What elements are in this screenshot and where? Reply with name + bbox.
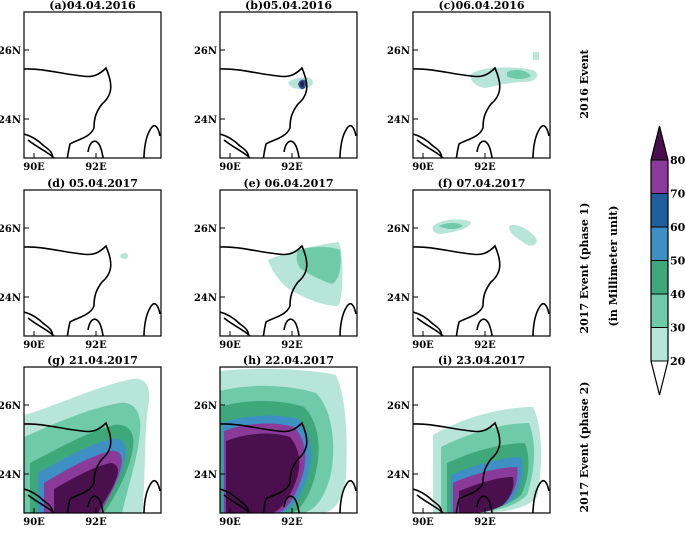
lat-tick-label: 26N: [387, 46, 410, 57]
panel-title-i: (i) 23.04.2017: [438, 354, 525, 367]
row-label-2017-phase-1: 2017 Event (phase 1): [578, 202, 591, 333]
lon-tick-label: 90E: [219, 162, 241, 173]
colorbar-segment: [651, 294, 668, 328]
rainfall-contour-level-1: [533, 52, 539, 60]
lon-tick-label: 92E: [85, 162, 107, 173]
lat-tick-label: 24N: [0, 470, 21, 481]
colorbar-segment: [651, 361, 668, 395]
map-panel-a: (a)04.04.2016 26N 24N 90E 92E: [0, 0, 162, 173]
colorbar-segment: [651, 260, 668, 294]
lat-tick-label: 24N: [194, 470, 217, 481]
lon-tick-label: 90E: [219, 517, 241, 528]
rainfall-contour-level-7: [300, 81, 304, 88]
lat-tick-label: 24N: [387, 115, 410, 126]
lat-tick-label: 26N: [387, 224, 410, 235]
map-panel-b: (b)05.04.2016 26N 24N 90E 92E: [194, 0, 358, 173]
colorbar-segment: [651, 227, 668, 261]
panel-title-g: (g) 21.04.2017: [47, 354, 138, 367]
map-panel-e: (e) 06.04.2017 26N 24N 90E 92E: [194, 177, 358, 351]
colorbar-segment: [651, 126, 668, 160]
panel-title-c: (c)06.04.2016: [439, 0, 525, 12]
lon-tick-label: 90E: [412, 162, 434, 173]
panel-frame: [23, 366, 162, 514]
lat-tick-label: 26N: [0, 224, 21, 235]
lat-tick-label: 24N: [387, 470, 410, 481]
lat-tick-label: 26N: [0, 401, 21, 412]
lat-tick-label: 26N: [387, 401, 410, 412]
map-panel-i: (i) 23.04.2017 26N 24N 90E 92E: [387, 354, 551, 528]
row-labels: 2016 Event 2017 Event (phase 1) 2017 Eve…: [578, 48, 620, 512]
lat-tick-label: 24N: [387, 293, 410, 304]
panel-frame: [219, 11, 358, 159]
map-panel-d: (d) 05.04.2017 26N 24N 90E 92E: [0, 177, 162, 351]
row-label-2017-phase-2: 2017 Event (phase 2): [578, 381, 591, 512]
colorbar-segment: [651, 160, 668, 194]
colorbar-tick-label: 20: [670, 355, 685, 368]
map-panel-g: (g) 21.04.2017 26N 24N 90E 92E: [0, 354, 162, 528]
panel-frame: [219, 189, 358, 337]
lon-tick-label: 90E: [412, 517, 434, 528]
colorbar-segment: [651, 327, 668, 361]
rainfall-contour-level-2: [507, 69, 531, 79]
row-label-2016-event: 2016 Event: [578, 48, 591, 118]
map-panel-c: (c)06.04.2016 26N 24N 90E 92E: [387, 0, 551, 173]
colorbar-tick-label: 40: [670, 288, 685, 301]
rainfall-contour-level-7: [226, 433, 300, 513]
lon-tick-label: 90E: [23, 340, 45, 351]
lon-tick-label: 90E: [219, 340, 241, 351]
colorbar-tick-label: 50: [670, 255, 685, 268]
panel-title-d: (d) 05.04.2017: [47, 177, 138, 190]
colorbar-unit-label: (in Millimeter unit): [607, 206, 620, 327]
colorbar-tick-label: 70: [670, 188, 685, 201]
rainfall-contour-level-7: [459, 477, 514, 513]
colorbar-tick-label: 60: [670, 221, 685, 234]
panel-frame: [219, 366, 358, 514]
lon-tick-label: 92E: [85, 340, 107, 351]
panel-title-h: (h) 22.04.2017: [243, 354, 334, 367]
panel-frame: [412, 11, 551, 159]
lat-tick-label: 24N: [0, 293, 21, 304]
lon-tick-label: 92E: [474, 340, 496, 351]
lat-tick-label: 26N: [0, 46, 21, 57]
map-panel-f: (f) 07.04.2017 26N 24N 90E 92E: [387, 177, 551, 351]
rainfall-contour-level-1: [509, 224, 537, 246]
lat-tick-label: 26N: [194, 46, 217, 57]
lon-tick-label: 92E: [85, 517, 107, 528]
lon-tick-label: 90E: [23, 162, 45, 173]
rainfall-contour-level-1: [120, 253, 128, 259]
lon-tick-label: 92E: [281, 340, 303, 351]
lon-tick-label: 92E: [281, 162, 303, 173]
lat-tick-label: 26N: [194, 401, 217, 412]
lon-tick-label: 90E: [412, 340, 434, 351]
panel-title-b: (b)05.04.2016: [245, 0, 332, 12]
rainfall-contour-level-2: [439, 223, 463, 229]
colorbar-tick-label: 80: [670, 154, 685, 167]
panel-frame: [23, 189, 162, 337]
lat-tick-label: 26N: [194, 224, 217, 235]
map-panel-h: (h) 22.04.2017 26N 24N 90E 92E: [194, 354, 358, 528]
panel-frame: [23, 11, 162, 159]
lat-tick-label: 24N: [0, 115, 21, 126]
colorbar-segment: [651, 193, 668, 227]
lat-tick-label: 24N: [194, 115, 217, 126]
panel-frame: [412, 189, 551, 337]
panel-frame: [412, 366, 551, 514]
lat-tick-label: 24N: [194, 293, 217, 304]
panel-title-f: (f) 07.04.2017: [438, 177, 526, 190]
lon-tick-label: 90E: [23, 517, 45, 528]
panel-title-a: (a)04.04.2016: [49, 0, 136, 12]
lon-tick-label: 92E: [474, 517, 496, 528]
rainfall-contour-level-2: [296, 247, 341, 284]
colorbar-tick-label: 30: [670, 322, 685, 335]
lon-tick-label: 92E: [281, 517, 303, 528]
colorbar: 20 30 40 50 60 70 80: [650, 125, 685, 396]
panel-title-e: (e) 06.04.2017: [243, 177, 333, 190]
lon-tick-label: 92E: [474, 162, 496, 173]
